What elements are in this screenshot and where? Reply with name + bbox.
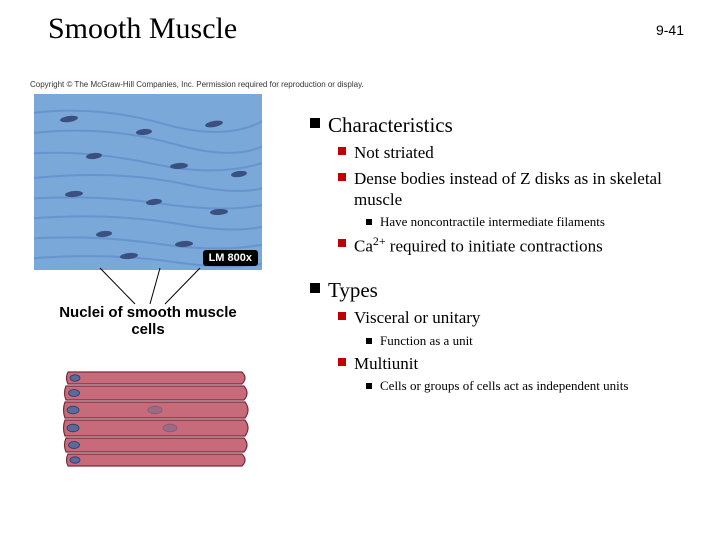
bullet-characteristics: Characteristics [310,112,700,138]
bullet-text: Ca2+ required to initiate contractions [354,234,603,257]
bullet-multiunit: Multiunit [338,353,700,374]
bullet-text: Multiunit [354,353,418,374]
bullet-have-filaments: Have noncontractile intermediate filamen… [366,214,700,230]
bullet-icon [366,338,372,344]
bullet-icon [366,219,372,225]
bullet-text: Visceral or unitary [354,307,480,328]
bullet-text: Function as a unit [380,333,473,349]
schematic-diagram [60,362,250,474]
bullet-text: Types [328,277,378,303]
bullet-text: Characteristics [328,112,453,138]
micrograph-image: LM 800x [34,94,262,270]
magnification-badge: LM 800x [203,250,258,266]
bullet-types: Types [310,277,700,303]
page-number: 9-41 [656,22,684,38]
bullet-icon [338,312,346,320]
bullet-text: Dense bodies instead of Z disks as in sk… [354,168,700,211]
slide-title: Smooth Muscle [48,12,237,46]
bullet-text: Not striated [354,142,434,163]
bullet-ca-required: Ca2+ required to initiate contractions [338,234,700,257]
bullet-icon [338,239,346,247]
bullet-multiunit-sub: Cells or groups of cells act as independ… [366,378,700,394]
bullet-visceral-sub: Function as a unit [366,333,700,349]
bullet-dense-bodies: Dense bodies instead of Z disks as in sk… [338,168,700,211]
bullet-icon [366,383,372,389]
bullet-icon [338,173,346,181]
bullet-text: Have noncontractile intermediate filamen… [380,214,605,230]
micrograph-svg [34,94,262,270]
nuclei-label: Nuclei of smooth muscle cells [48,304,248,338]
bullet-icon [310,118,320,128]
bullet-icon [310,283,320,293]
bullet-icon [338,147,346,155]
leader-lines [80,266,220,306]
content-bullets: Characteristics Not striated Dense bodie… [310,112,700,398]
bullet-icon [338,358,346,366]
bullet-text: Cells or groups of cells act as independ… [380,378,628,394]
bullet-not-striated: Not striated [338,142,700,163]
bullet-visceral: Visceral or unitary [338,307,700,328]
copyright-text: Copyright © The McGraw-Hill Companies, I… [30,80,364,89]
